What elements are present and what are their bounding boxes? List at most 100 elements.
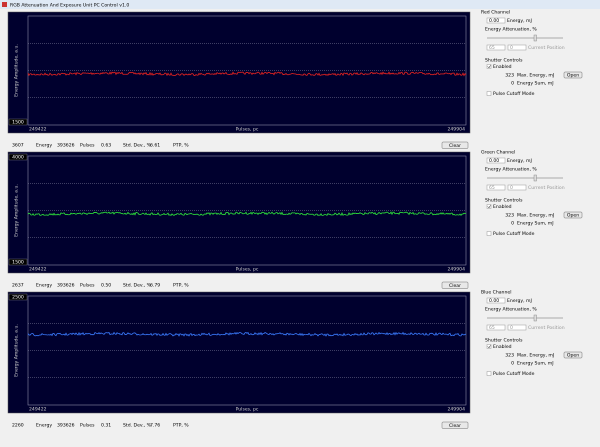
enabled-checkbox[interactable] (486, 64, 492, 69)
slider-thumb[interactable] (533, 314, 537, 322)
cutoff-label: Pulse Cutoff Mode (493, 371, 535, 377)
check-mark (487, 65, 491, 69)
y-bottom-label-box (8, 258, 28, 266)
open-button-label: Open (567, 353, 579, 359)
y-top-label: 2500 (12, 295, 24, 301)
x-start-label: 249422 (29, 407, 47, 413)
title-bar (0, 0, 600, 9)
open-button-label: Open (567, 73, 579, 79)
open-button[interactable] (563, 71, 583, 79)
shutter-label: Shutter Controls (485, 58, 523, 64)
open-button[interactable] (563, 211, 583, 219)
y-axis-label: Energy Amplitude, a.u. (14, 44, 20, 97)
x-axis-label: Pulses, pc (236, 127, 259, 133)
clear-button[interactable] (441, 141, 469, 149)
energy-value: 0.00 (489, 18, 499, 24)
current-position-field (507, 184, 527, 191)
max-energy-value: 323 (505, 213, 514, 219)
clear-button-label: Clear (449, 423, 461, 429)
slider-thumb[interactable] (533, 174, 537, 182)
energy-sum-value: 0 (511, 361, 514, 367)
shutter-label: Shutter Controls (485, 338, 523, 344)
energy-label: Energy (36, 143, 52, 149)
x-end-label: 249904 (447, 267, 465, 273)
app-icon (2, 2, 7, 7)
pulses-label: Pulses (80, 423, 95, 429)
enabled-label: Enabled (493, 204, 512, 210)
clear-button[interactable] (441, 421, 469, 429)
energy-label: Energy (36, 423, 52, 429)
chart-frame (7, 291, 471, 414)
enabled-checkbox[interactable] (486, 344, 492, 349)
energy-sum-label: Energy Sum, mJ (517, 81, 554, 87)
cutoff-checkbox[interactable] (486, 371, 492, 376)
set-position-field[interactable] (486, 44, 506, 51)
y-top-label-box (8, 293, 28, 301)
count-value: 2637 (12, 283, 24, 289)
enabled-label: Enabled (493, 64, 512, 70)
std-dev-label: Std. Dev., % (123, 423, 152, 429)
set-position-value: 65 (489, 45, 495, 51)
channel-title: Green Channel (481, 150, 515, 156)
current-position-label: Current Position (528, 45, 565, 51)
max-energy-value: 323 (505, 353, 514, 359)
clear-button-label: Clear (449, 143, 461, 149)
energy-label: Energy (36, 283, 52, 289)
energy-value: 0.00 (489, 298, 499, 304)
window-title: RGB Attenuation And Exposure Unit PC Con… (10, 2, 129, 8)
count-value: 2260 (12, 423, 24, 429)
attenuation-label: Energy Attenuation, % (485, 167, 537, 173)
clear-button[interactable] (441, 281, 469, 289)
y-bottom-label-box (8, 118, 28, 126)
max-energy-label: Max. Energy, mJ (517, 73, 554, 79)
std-dev-value: 0.63 (101, 143, 111, 149)
ptp-label: PTP, % (173, 143, 189, 149)
pulses-label: Pulses (80, 283, 95, 289)
energy-field (486, 17, 506, 24)
check-mark (487, 345, 491, 349)
energy-sum-label: Energy Sum, mJ (517, 361, 554, 367)
set-position-field[interactable] (486, 324, 506, 331)
pulses-value: 393626 (57, 423, 75, 429)
x-axis-label: Pulses, pc (236, 407, 259, 413)
energy-sum-label: Energy Sum, mJ (517, 221, 554, 227)
std-dev-value: 0.31 (101, 423, 111, 429)
cutoff-label: Pulse Cutoff Mode (493, 91, 535, 97)
channel-title: Red Channel (481, 10, 510, 16)
energy-field (486, 297, 506, 304)
current-position-label: Current Position (528, 325, 565, 331)
energy-value: 0.00 (489, 158, 499, 164)
max-energy-label: Max. Energy, mJ (517, 353, 554, 359)
energy-sum-value: 0 (511, 81, 514, 87)
signal-trace (27, 331, 467, 337)
cutoff-checkbox[interactable] (486, 91, 492, 96)
cutoff-label: Pulse Cutoff Mode (493, 231, 535, 237)
x-start-label: 249422 (29, 127, 47, 133)
y-bottom-label: 1500 (12, 260, 24, 266)
y-top-label-box (8, 153, 28, 161)
x-end-label: 249904 (447, 127, 465, 133)
current-position-value: 0 (510, 45, 513, 51)
slider-thumb[interactable] (533, 34, 537, 42)
max-energy-label: Max. Energy, mJ (517, 213, 554, 219)
current-position-value: 0 (510, 185, 513, 191)
count-value: 3607 (12, 143, 24, 149)
cutoff-checkbox[interactable] (486, 231, 492, 236)
y-top-label: 4000 (12, 155, 24, 161)
pulses-value: 393626 (57, 143, 75, 149)
std-dev-label: Std. Dev., % (123, 143, 152, 149)
enabled-label: Enabled (493, 344, 512, 350)
check-mark (487, 205, 491, 209)
current-position-field (507, 324, 527, 331)
current-position-value: 0 (510, 325, 513, 331)
set-position-field[interactable] (486, 184, 506, 191)
shutter-label: Shutter Controls (485, 198, 523, 204)
enabled-checkbox[interactable] (486, 204, 492, 209)
energy-unit: Energy, mJ (507, 18, 532, 24)
energy-unit: Energy, mJ (507, 158, 532, 164)
std-dev-label: Std. Dev., % (123, 283, 152, 289)
current-position-label: Current Position (528, 185, 565, 191)
energy-unit: Energy, mJ (507, 298, 532, 304)
open-button[interactable] (563, 351, 583, 359)
